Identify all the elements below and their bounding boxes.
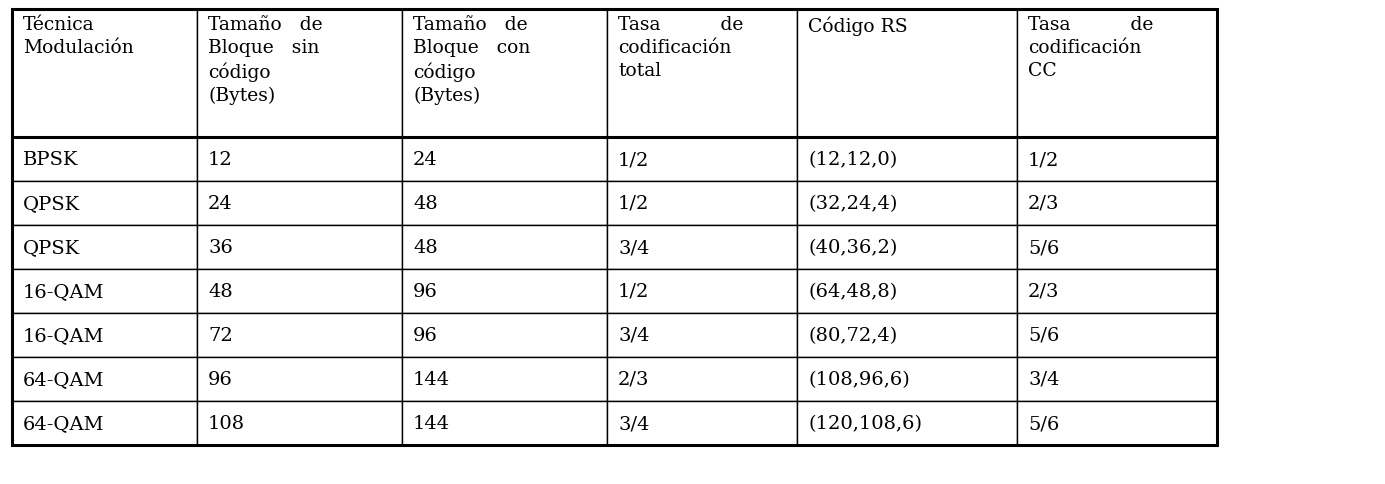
Text: 12: 12 [208,151,233,168]
Bar [607,182,796,226]
Text: 2/3: 2/3 [1028,195,1060,212]
Text: BPSK: BPSK [24,151,79,168]
Text: 5/6: 5/6 [1028,326,1060,344]
Text: 48: 48 [413,239,438,257]
Text: 5/6: 5/6 [1028,239,1060,257]
Bar [1017,10,1217,138]
Bar [1017,357,1217,401]
Text: 108: 108 [208,414,245,432]
Bar [197,357,402,401]
Bar [12,313,197,357]
Bar [607,313,796,357]
Bar [607,270,796,313]
Text: 3/4: 3/4 [1028,370,1060,388]
Text: (108,96,6): (108,96,6) [807,370,910,388]
Text: Código RS: Código RS [807,16,907,36]
Bar [12,10,1217,445]
Text: 1/2: 1/2 [618,283,650,301]
Bar [402,138,607,182]
Text: 96: 96 [208,370,233,388]
Text: 96: 96 [413,326,438,344]
Text: 48: 48 [208,283,233,301]
Bar [197,226,402,270]
Bar [402,357,607,401]
Bar [197,182,402,226]
Text: (12,12,0): (12,12,0) [807,151,897,168]
Text: 16-QAM: 16-QAM [24,326,105,344]
Bar [197,313,402,357]
Bar [402,226,607,270]
Text: 48: 48 [413,195,438,212]
Bar [12,226,197,270]
Text: (80,72,4): (80,72,4) [807,326,897,344]
Bar [197,138,402,182]
Bar [796,226,1017,270]
Bar [197,270,402,313]
Text: 2/3: 2/3 [618,370,650,388]
Text: (40,36,2): (40,36,2) [807,239,897,257]
Bar [402,10,607,138]
Text: 5/6: 5/6 [1028,414,1060,432]
Bar [12,357,197,401]
Bar [1017,138,1217,182]
Bar [197,401,402,445]
Text: (120,108,6): (120,108,6) [807,414,922,432]
Text: (32,24,4): (32,24,4) [807,195,897,212]
Bar [402,313,607,357]
Text: Tamaño   de
Bloque   sin
código
(Bytes): Tamaño de Bloque sin código (Bytes) [208,16,323,105]
Bar [12,138,197,182]
Text: 24: 24 [413,151,438,168]
Text: 72: 72 [208,326,233,344]
Text: QPSK: QPSK [24,239,80,257]
Bar [402,270,607,313]
Bar [607,401,796,445]
Bar [607,138,796,182]
Text: Técnica
Modulación: Técnica Modulación [24,16,134,57]
Bar [607,10,796,138]
Text: QPSK: QPSK [24,195,80,212]
Bar [607,226,796,270]
Bar [796,10,1017,138]
Text: 1/2: 1/2 [1028,151,1060,168]
Text: 1/2: 1/2 [618,151,650,168]
Bar [796,138,1017,182]
Text: 144: 144 [413,370,450,388]
Bar [402,182,607,226]
Text: 3/4: 3/4 [618,239,650,257]
Text: 16-QAM: 16-QAM [24,283,105,301]
Text: 2/3: 2/3 [1028,283,1060,301]
Bar [796,401,1017,445]
Bar [1017,270,1217,313]
Text: 64-QAM: 64-QAM [24,414,105,432]
Bar [1017,401,1217,445]
Bar [607,357,796,401]
Text: 96: 96 [413,283,438,301]
Bar [197,10,402,138]
Text: 24: 24 [208,195,233,212]
Bar [1017,226,1217,270]
Text: Tamaño   de
Bloque   con
código
(Bytes): Tamaño de Bloque con código (Bytes) [413,16,530,105]
Text: (64,48,8): (64,48,8) [807,283,897,301]
Bar [1017,313,1217,357]
Text: 64-QAM: 64-QAM [24,370,105,388]
Text: Tasa          de
codificación
total: Tasa de codificación total [618,16,744,80]
Bar [796,313,1017,357]
Bar [796,182,1017,226]
Text: 3/4: 3/4 [618,326,650,344]
Bar [12,182,197,226]
Bar [12,270,197,313]
Text: 1/2: 1/2 [618,195,650,212]
Text: 36: 36 [208,239,233,257]
Bar [796,270,1017,313]
Text: Tasa          de
codificación
CC: Tasa de codificación CC [1028,16,1154,80]
Text: 3/4: 3/4 [618,414,650,432]
Bar [402,401,607,445]
Text: 144: 144 [413,414,450,432]
Bar [12,10,197,138]
Bar [796,357,1017,401]
Bar [1017,182,1217,226]
Bar [12,401,197,445]
